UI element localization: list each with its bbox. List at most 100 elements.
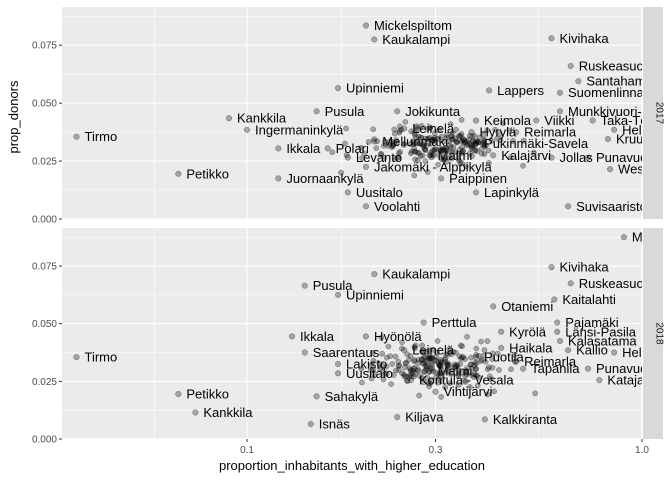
data-point [391, 126, 398, 133]
data-point [433, 135, 440, 142]
data-point [462, 356, 468, 362]
data-point [471, 142, 478, 149]
data-point [438, 378, 444, 384]
data-point [373, 145, 380, 151]
data-point [335, 291, 342, 298]
data-point [474, 148, 480, 154]
data-point [448, 351, 454, 358]
data-point [430, 347, 437, 353]
data-point [439, 370, 446, 377]
data-point [473, 372, 479, 379]
facet-strip [643, 228, 663, 439]
data-point [478, 338, 484, 345]
data-point [521, 137, 527, 144]
data-point [390, 143, 396, 150]
data-point [419, 342, 425, 349]
data-point [407, 377, 414, 384]
point-label: Viikki [544, 113, 574, 128]
data-point [175, 390, 182, 398]
data-point [437, 147, 444, 154]
data-point [427, 355, 434, 361]
data-point [468, 372, 475, 378]
data-point [422, 158, 429, 165]
point-label: Malmi [438, 148, 473, 163]
point-label: Tirmo [85, 350, 118, 365]
data-point [441, 359, 448, 366]
data-point [445, 368, 451, 375]
data-point [452, 363, 458, 370]
data-point [411, 364, 418, 371]
data-point [407, 353, 414, 359]
data-point [432, 357, 438, 363]
data-point [500, 120, 506, 127]
data-point [441, 150, 448, 157]
data-point [486, 373, 493, 380]
data-point [446, 346, 453, 352]
data-point [414, 124, 420, 131]
data-point [461, 139, 468, 146]
y-tick-label: 0.000 [32, 215, 57, 226]
data-point [411, 148, 418, 155]
data-point [556, 337, 564, 345]
data-point [436, 362, 443, 368]
data-point [468, 142, 474, 149]
data-point [424, 363, 430, 370]
data-point [448, 144, 454, 150]
point-label: Otaniemi [501, 299, 553, 314]
data-point [459, 354, 465, 360]
data-point [454, 363, 461, 370]
data-point [411, 145, 418, 152]
data-point [456, 353, 463, 360]
data-point [512, 358, 518, 365]
data-point [556, 89, 564, 96]
data-point [383, 363, 390, 370]
data-point [396, 128, 403, 134]
data-point [301, 349, 308, 356]
data-point [454, 362, 460, 368]
data-point [418, 134, 424, 141]
data-point [548, 35, 555, 42]
data-point [455, 366, 461, 373]
point-label: Pusula [313, 278, 354, 293]
data-point [449, 149, 456, 156]
point-label: Lappers [497, 83, 544, 98]
data-point [463, 369, 470, 376]
data-point [484, 127, 491, 133]
data-point [410, 138, 416, 145]
point-label: Kivihaka [559, 260, 609, 275]
point-label: Pajamäki [565, 315, 619, 330]
data-point [401, 371, 407, 378]
data-point [428, 377, 435, 384]
data-point [449, 129, 456, 136]
data-point [387, 138, 393, 145]
data-point [417, 153, 424, 159]
x-tick-label: 0.3 [429, 445, 443, 456]
data-point [460, 147, 466, 154]
point-label: Katajanokka [607, 373, 672, 388]
data-point [370, 357, 377, 364]
data-point [411, 358, 418, 365]
unlabeled-points [358, 333, 539, 400]
data-point [464, 138, 470, 145]
data-point [445, 138, 452, 145]
data-point [401, 125, 408, 132]
data-point [468, 129, 475, 136]
data-point [438, 156, 445, 162]
data-point [419, 152, 426, 159]
data-point [497, 137, 504, 144]
data-point [458, 355, 464, 362]
data-point [414, 140, 421, 146]
data-point [424, 358, 430, 365]
data-point [480, 139, 487, 146]
data-point [438, 133, 445, 140]
data-point [427, 355, 434, 362]
data-point [275, 175, 282, 182]
point-label: Jokikunta [405, 104, 461, 119]
data-point [429, 137, 436, 143]
data-point [444, 361, 451, 368]
data-point [489, 356, 496, 362]
data-point [463, 368, 470, 375]
point-label: Ikkala [300, 329, 335, 344]
data-point [431, 130, 438, 136]
